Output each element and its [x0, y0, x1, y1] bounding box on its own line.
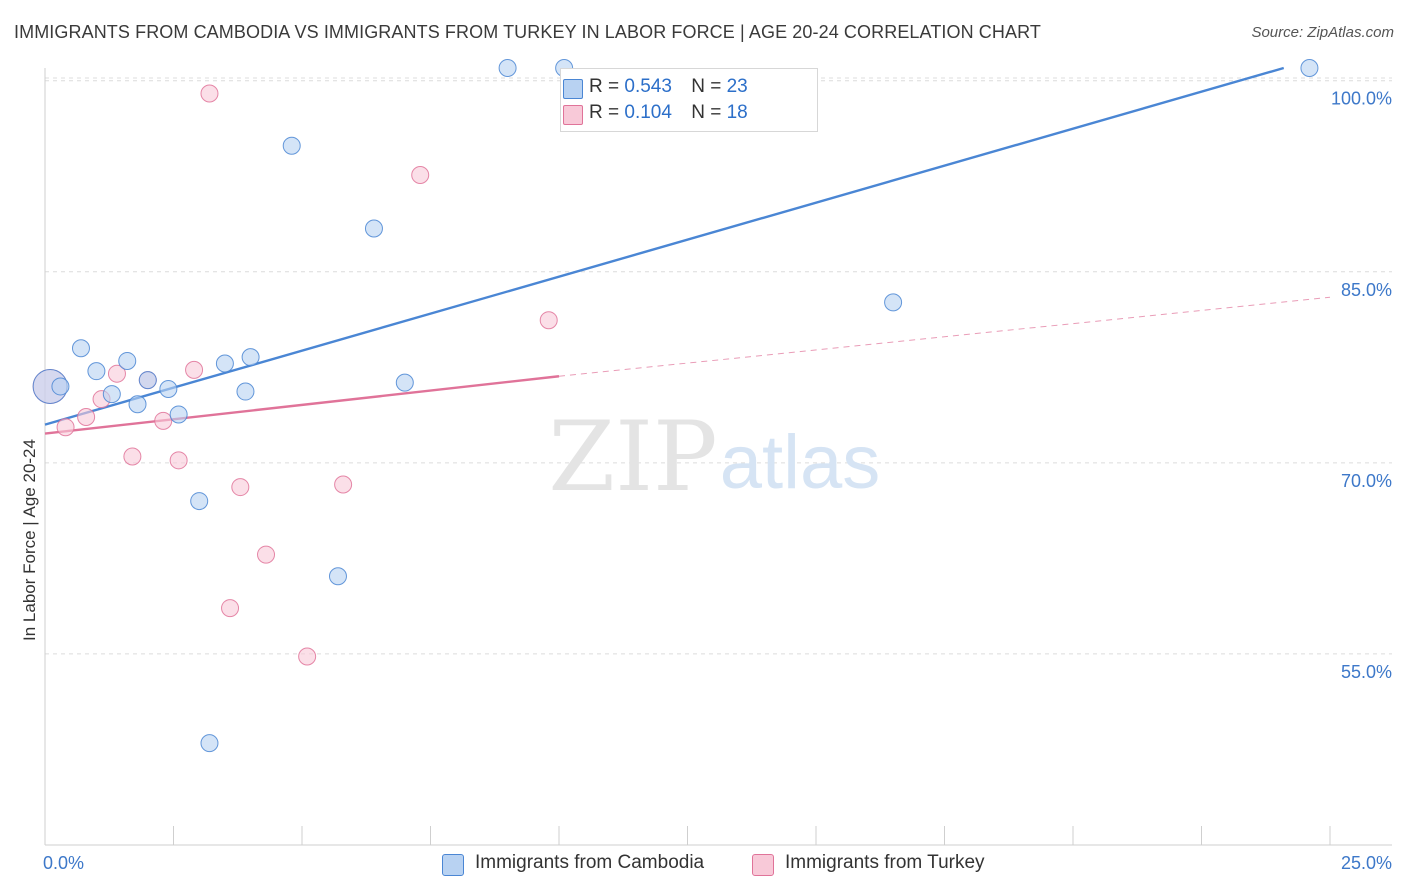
data-point-cambodia	[364, 219, 383, 238]
trend-line-turkey	[44, 375, 560, 435]
y-tick-label: 70.0%	[1341, 471, 1392, 491]
data-point-cambodia	[395, 373, 414, 392]
data-point-turkey	[221, 599, 240, 618]
data-point-turkey	[231, 478, 250, 497]
data-point-turkey	[107, 364, 126, 383]
legend-r-value-cambodia: 0.543	[624, 76, 672, 97]
legend-swatch-cambodia	[563, 79, 583, 99]
legend-r-value-turkey: 0.104	[624, 102, 672, 123]
correlation-legend: R = 0.543 N = 23 R = 0.104 N = 18	[560, 68, 818, 132]
y-tick-label: 55.0%	[1341, 662, 1392, 682]
data-point-turkey	[185, 360, 204, 379]
data-point-turkey	[56, 418, 75, 437]
legend-r-label: R =	[589, 76, 620, 97]
data-point-turkey	[154, 411, 173, 430]
data-point-turkey	[169, 451, 188, 470]
data-point-cambodia	[236, 382, 255, 401]
data-point-cambodia	[138, 371, 157, 390]
legend-swatch-turkey	[563, 105, 583, 125]
series-legend-label-cambodia: Immigrants from Cambodia	[475, 852, 705, 873]
data-point-cambodia	[1300, 59, 1319, 77]
y-axis-title: In Labor Force | Age 20-24	[20, 439, 39, 641]
data-point-cambodia	[51, 377, 70, 396]
data-point-turkey	[200, 84, 219, 103]
data-point-turkey	[298, 647, 317, 666]
data-point-cambodia	[498, 59, 517, 77]
legend-row-cambodia: R = 0.543 N = 23	[563, 76, 748, 100]
data-point-cambodia	[328, 567, 347, 586]
watermark-atlas: atlas	[720, 420, 881, 505]
data-point-cambodia	[282, 136, 301, 155]
data-point-cambodia	[215, 354, 234, 373]
data-point-turkey	[257, 545, 276, 564]
data-point-turkey	[411, 165, 430, 184]
data-point-turkey	[539, 311, 558, 330]
x-tick-label-max: 25.0%	[1341, 853, 1392, 873]
data-point-cambodia	[102, 385, 121, 404]
x-tick-label-min: 0.0%	[43, 853, 84, 873]
legend-r-label: R =	[589, 102, 620, 123]
data-point-cambodia	[159, 379, 178, 398]
trend-line-extension-turkey	[558, 296, 1331, 377]
tick-label-layer: 100.0% 85.0% 70.0% 55.0% 0.0% 25.0%	[43, 89, 1392, 873]
y-axis-title-wrap: In Labor Force | Age 20-24	[18, 340, 42, 740]
legend-n-label: N =	[691, 102, 722, 123]
watermark: ZIP atlas	[548, 401, 880, 513]
data-point-turkey	[77, 408, 96, 427]
data-point-cambodia	[118, 351, 137, 370]
data-point-cambodia	[71, 339, 90, 358]
legend-n-value-turkey: 18	[726, 102, 748, 123]
chart-title: IMMIGRANTS FROM CAMBODIA VS IMMIGRANTS F…	[14, 22, 1041, 42]
data-point-cambodia	[87, 362, 106, 381]
data-point-cambodia	[169, 405, 188, 424]
data-point-cambodia	[241, 348, 260, 367]
data-point-cambodia	[200, 734, 219, 753]
y-tick-label: 85.0%	[1341, 280, 1392, 300]
series-legend-swatch-turkey	[752, 854, 774, 876]
series-legend-swatch-cambodia	[442, 854, 464, 876]
legend-n-label: N =	[691, 76, 722, 97]
data-point-turkey	[334, 475, 353, 494]
series-legend-label-turkey: Immigrants from Turkey	[785, 852, 985, 873]
axis-layer	[44, 68, 1392, 846]
legend-n-value-cambodia: 23	[726, 76, 748, 97]
watermark-zip: ZIP	[548, 401, 717, 513]
data-point-cambodia	[190, 492, 209, 511]
source-note: Source: ZipAtlas.com	[1251, 24, 1394, 41]
y-tick-label: 100.0%	[1331, 89, 1392, 109]
data-point-turkey	[123, 447, 142, 466]
data-point-cambodia	[128, 395, 147, 414]
data-point-cambodia	[884, 293, 903, 312]
legend-row-turkey: R = 0.104 N = 18	[563, 102, 748, 126]
